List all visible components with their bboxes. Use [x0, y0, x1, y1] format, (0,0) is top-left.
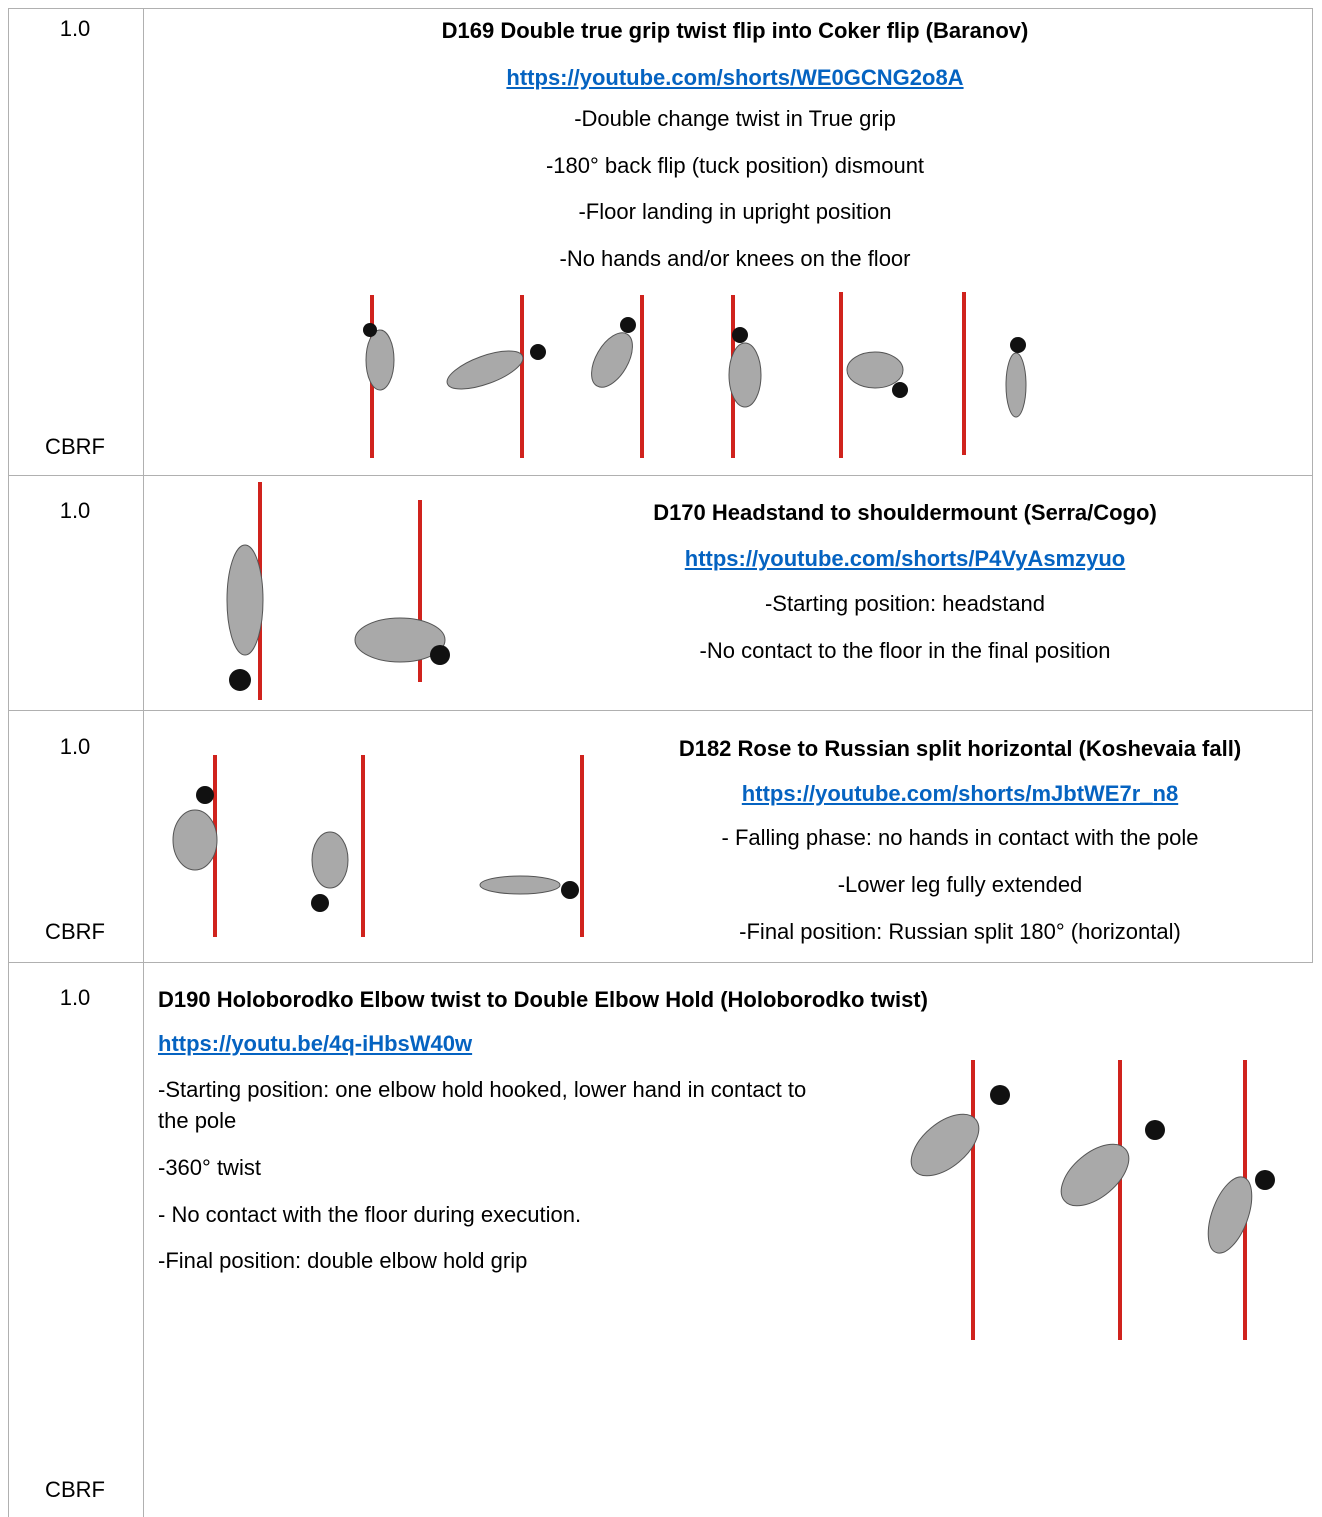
requirement: -Starting position: one elbow hold hooke…: [158, 1077, 807, 1133]
requirement: -Double change twist in True grip: [574, 106, 896, 131]
video-link[interactable]: https://youtube.com/shorts/P4VyAsmzyuo: [684, 546, 1126, 571]
border: [143, 8, 144, 1517]
border: [1312, 8, 1313, 962]
border: [8, 710, 1313, 711]
item-title: D190 Holoborodko Elbow twist to Double E…: [158, 987, 928, 1012]
requirement: -Starting position: headstand: [764, 591, 1046, 616]
score: 1.0: [59, 16, 91, 41]
requirement: -Floor landing in upright position: [578, 199, 892, 224]
requirement: - No contact with the floor during execu…: [158, 1202, 582, 1227]
border: [8, 8, 1313, 9]
origin: CBRF: [45, 434, 105, 459]
requirement: - Falling phase: no hands in contact wit…: [721, 825, 1199, 850]
requirement: -Lower leg fully extended: [837, 872, 1083, 897]
requirement: -No hands and/or knees on the floor: [559, 246, 911, 271]
border: [8, 962, 1313, 963]
score: 1.0: [59, 498, 91, 523]
item-title: D170 Headstand to shouldermount (Serra/C…: [653, 500, 1157, 525]
border: [8, 8, 9, 1517]
requirement: -180° back flip (tuck position) dismount: [545, 153, 925, 178]
video-link[interactable]: https://youtube.com/shorts/mJbtWE7r_n8: [741, 781, 1179, 806]
requirement: -Final position: Russian split 180° (hor…: [739, 919, 1181, 944]
origin: CBRF: [45, 1477, 105, 1502]
border: [8, 475, 1313, 476]
origin: CBRF: [45, 919, 105, 944]
requirement: -360° twist: [158, 1155, 261, 1180]
requirement: -No contact to the floor in the final po…: [699, 638, 1111, 663]
item-title: D169 Double true grip twist flip into Co…: [441, 18, 1029, 43]
score: 1.0: [59, 734, 91, 759]
item-title: D182 Rose to Russian split horizontal (K…: [678, 736, 1242, 761]
requirement: -Final position: double elbow hold grip: [158, 1248, 528, 1273]
score: 1.0: [59, 985, 91, 1010]
video-link[interactable]: https://youtube.com/shorts/WE0GCNG2o8A: [506, 64, 964, 90]
video-link[interactable]: https://youtu.be/4q-iHbsW40w: [158, 1031, 473, 1056]
